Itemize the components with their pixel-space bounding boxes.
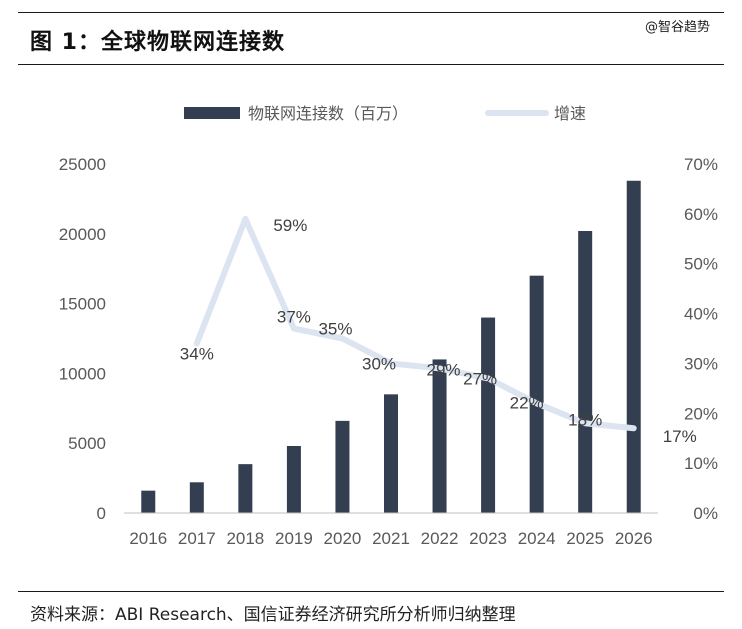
x-tick-label: 2023 — [469, 529, 507, 548]
right-tick-label: 40% — [684, 305, 718, 324]
right-tick-label: 10% — [684, 454, 718, 473]
figure-title: 图 1：全球物联网连接数 — [30, 30, 285, 55]
title-rule — [18, 64, 724, 65]
x-tick-label: 2020 — [324, 529, 362, 548]
x-tick-label: 2021 — [372, 529, 410, 548]
line-series — [193, 215, 637, 432]
right-tick-label: 60% — [684, 205, 718, 224]
growth-data-label: 17% — [663, 427, 697, 446]
left-tick-label: 5000 — [68, 434, 106, 453]
left-tick-label: 0 — [97, 504, 106, 523]
x-tick-label: 2022 — [421, 529, 459, 548]
growth-data-label: 27% — [463, 369, 497, 388]
growth-data-label: 29% — [427, 360, 461, 379]
left-axis: 0 5000 10000 15000 20000 25000 — [59, 155, 106, 523]
right-tick-label: 20% — [684, 404, 718, 423]
bar — [529, 275, 544, 513]
bar — [384, 394, 398, 513]
growth-data-label: 59% — [273, 216, 307, 235]
bar — [626, 180, 641, 513]
growth-data-label: 35% — [318, 320, 352, 339]
bar — [189, 482, 204, 513]
source-note: 资料来源：ABI Research、国信证券经济研究所分析师归纳整理 — [30, 605, 516, 625]
legend: 物联网连接数（百万） 增速 — [184, 104, 586, 123]
x-tick-label: 2026 — [615, 529, 653, 548]
growth-data-label: 22% — [510, 393, 544, 412]
bar — [432, 359, 447, 513]
x-tick-label: 2019 — [275, 529, 313, 548]
growth-data-label: 18% — [568, 410, 602, 429]
line-labels: 34% 59% 37% 35% 30% 29% 27% 22% 18% 17% — [180, 216, 697, 446]
legend-line-label: 增速 — [554, 104, 586, 123]
right-tick-label: 30% — [684, 354, 718, 373]
bottom-rule — [18, 591, 724, 592]
x-tick-label: 2017 — [178, 529, 216, 548]
growth-line — [193, 215, 637, 432]
x-tick-label: 2025 — [566, 529, 604, 548]
left-tick-label: 20000 — [59, 225, 106, 244]
bar — [335, 420, 350, 513]
right-tick-label: 0% — [693, 504, 718, 523]
right-tick-label: 70% — [684, 155, 718, 174]
legend-bar-label: 物联网连接数（百万） — [248, 104, 408, 123]
bar — [238, 464, 253, 513]
bar — [141, 490, 156, 513]
watermark: @智谷趋势 — [645, 20, 711, 35]
x-tick-label: 2024 — [518, 529, 556, 548]
top-rule — [18, 12, 724, 13]
x-tick-label: 2018 — [226, 529, 264, 548]
left-tick-label: 15000 — [59, 295, 106, 314]
legend-bar-swatch — [184, 107, 240, 119]
growth-data-label: 30% — [362, 354, 396, 373]
bar — [578, 231, 593, 513]
left-tick-label: 25000 — [59, 155, 106, 174]
x-tick-label: 2016 — [129, 529, 167, 548]
growth-data-label: 37% — [277, 308, 311, 327]
right-axis: 0% 10% 20% 30% 40% 50% 60% 70% — [684, 155, 718, 523]
bar — [481, 317, 496, 513]
growth-data-label: 34% — [180, 344, 214, 363]
bar-series — [141, 180, 641, 513]
right-tick-label: 50% — [684, 255, 718, 274]
x-axis: 2016 2017 2018 2019 2020 2021 2022 2023 2024 2025… — [129, 529, 652, 548]
left-tick-label: 10000 — [59, 364, 106, 383]
bar — [286, 445, 301, 513]
